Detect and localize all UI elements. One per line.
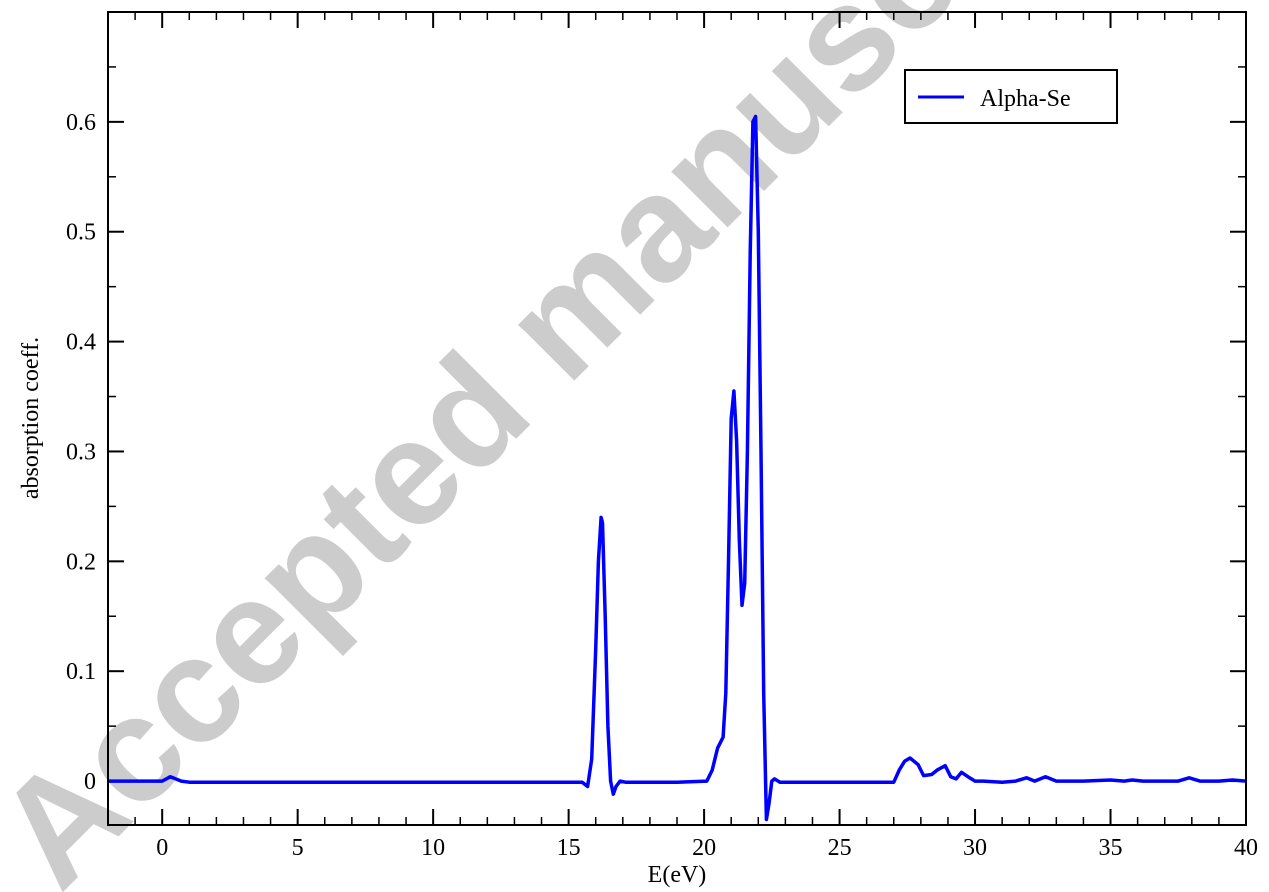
y-tick-label: 0.4	[66, 330, 96, 356]
x-tick-label: 40	[1234, 835, 1258, 861]
x-tick-label: 10	[421, 835, 445, 861]
y-tick-label: 0.5	[66, 220, 96, 246]
x-tick-label: 25	[828, 835, 852, 861]
watermark-text: Accepted manuscript	[0, 0, 1161, 892]
x-tick-label: 5	[292, 835, 304, 861]
y-tick-label: 0.2	[66, 549, 96, 575]
x-tick-label: 30	[963, 835, 987, 861]
watermark: Accepted manuscript	[0, 0, 1161, 892]
plot-frame	[107, 11, 1247, 826]
y-tick-label: 0	[84, 769, 96, 795]
axis-ticks	[108, 12, 1247, 825]
legend: Alpha-Se	[904, 69, 1118, 124]
x-tick-label: 20	[692, 835, 716, 861]
x-axis-label: E(eV)	[648, 862, 707, 888]
y-tick-label: 0.3	[66, 439, 96, 465]
series-line-alpha-se	[108, 114, 1247, 822]
x-tick-label: 0	[156, 835, 168, 861]
x-tick-label: 35	[1099, 835, 1123, 861]
tick-labels: 0 5 10 15 20 25 30 35 40 0 0.1 0.2 0.3 0.4 0.5 0.6	[66, 110, 1258, 861]
y-axis-label: absorption coeff.	[18, 337, 44, 499]
legend-label-alpha-se: Alpha-Se	[980, 86, 1071, 112]
x-tick-label: 15	[557, 835, 581, 861]
series-lines	[108, 114, 1247, 822]
y-tick-label: 0.1	[66, 659, 96, 685]
y-tick-label: 0.6	[66, 110, 96, 136]
